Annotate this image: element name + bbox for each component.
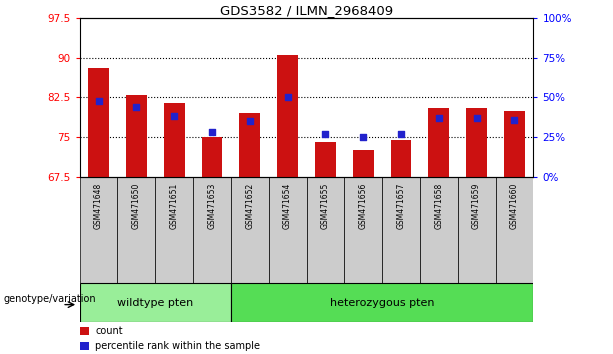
Bar	[306, 177, 345, 283]
Point	[434, 115, 444, 121]
Bar	[80, 177, 118, 283]
Text: GSM471653: GSM471653	[207, 182, 216, 229]
Bar	[277, 55, 298, 177]
Bar	[466, 108, 487, 177]
Text: GSM471658: GSM471658	[434, 182, 443, 229]
Bar	[382, 177, 420, 283]
Bar	[458, 177, 495, 283]
Bar	[88, 68, 109, 177]
Point	[396, 131, 406, 137]
Bar	[345, 177, 382, 283]
Text: GSM471654: GSM471654	[283, 182, 292, 229]
Point	[207, 130, 217, 135]
Bar	[495, 177, 533, 283]
Title: GDS3582 / ILMN_2968409: GDS3582 / ILMN_2968409	[220, 4, 393, 17]
Bar	[80, 342, 89, 350]
Point	[283, 95, 292, 100]
Bar	[420, 177, 458, 283]
Text: GSM471655: GSM471655	[321, 182, 330, 229]
Bar	[268, 177, 306, 283]
Bar	[231, 283, 533, 322]
Point	[131, 104, 141, 110]
Text: GSM471648: GSM471648	[94, 182, 103, 229]
Text: count: count	[95, 326, 123, 336]
Bar	[315, 143, 336, 177]
Point	[94, 98, 104, 103]
Text: GSM471660: GSM471660	[510, 182, 519, 229]
Bar	[428, 108, 449, 177]
Bar	[80, 283, 231, 322]
Bar	[240, 113, 260, 177]
Text: GSM471656: GSM471656	[359, 182, 368, 229]
Text: GSM471651: GSM471651	[170, 182, 179, 229]
Text: GSM471652: GSM471652	[245, 182, 254, 229]
Point	[245, 118, 255, 124]
Bar	[164, 103, 185, 177]
Text: GSM471659: GSM471659	[472, 182, 481, 229]
Bar	[353, 150, 373, 177]
Bar	[80, 327, 89, 335]
Text: wildtype pten: wildtype pten	[117, 298, 194, 308]
Text: percentile rank within the sample: percentile rank within the sample	[95, 341, 260, 351]
Bar	[193, 177, 231, 283]
Text: heterozygous pten: heterozygous pten	[330, 298, 435, 308]
Bar	[118, 177, 155, 283]
Bar	[155, 177, 193, 283]
Point	[509, 117, 519, 122]
Bar	[126, 95, 147, 177]
Bar	[231, 177, 268, 283]
Bar	[202, 137, 223, 177]
Text: GSM471657: GSM471657	[397, 182, 406, 229]
Point	[358, 134, 368, 140]
Point	[321, 131, 330, 137]
Bar	[504, 110, 525, 177]
Point	[169, 114, 179, 119]
Point	[472, 115, 482, 121]
Text: genotype/variation: genotype/variation	[3, 294, 96, 304]
Bar	[390, 140, 411, 177]
Text: GSM471650: GSM471650	[132, 182, 141, 229]
